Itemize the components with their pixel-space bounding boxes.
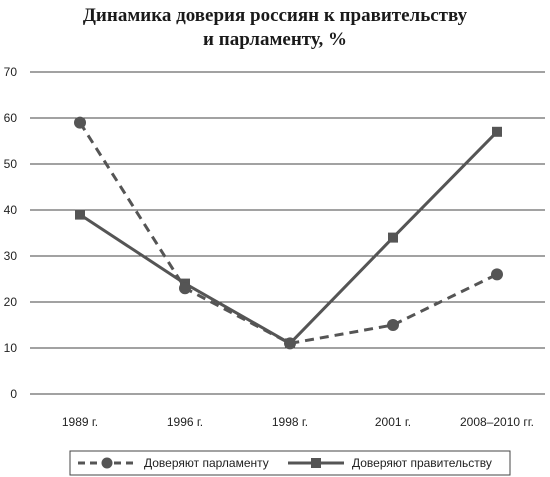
data-point-parliament [284,337,296,350]
series-line-parliament [78,121,498,345]
data-point-government [492,126,502,137]
legend-label-parliament: Доверяют парламенту [144,456,269,470]
data-point-parliament [491,268,503,281]
series-group [74,116,503,350]
y-tick-label: 60 [4,111,18,125]
legend-marker-government [311,458,321,468]
data-point-parliament [74,116,86,129]
x-axis-tick-labels: 1989 г. 1996 г. 1998 г. 2001 г. 2008–2010 гг… [62,415,534,429]
x-tick-label: 1996 г. [167,415,203,429]
legend-marker-parliament [101,457,113,469]
data-point-parliament [387,319,399,331]
y-tick-label: 20 [4,295,18,309]
data-point-government [75,209,85,220]
x-tick-label: 1989 г. [62,415,98,429]
chart-title: Динамика доверия россиян к правительству… [0,4,550,52]
legend-label-government: Доверяют правительству [352,456,492,470]
y-tick-label: 30 [4,249,18,263]
chart-title-line-2: и парламенту, % [203,29,347,50]
y-tick-label: 0 [10,387,17,401]
legend-box [69,450,511,476]
data-point-government [388,232,398,243]
y-axis-tick-labels: 0 10 20 30 40 50 60 70 [4,65,18,401]
grid-lines [30,71,545,395]
data-point-parliament [179,282,191,295]
x-tick-label: 2008–2010 гг. [460,415,534,429]
x-tick-label: 2001 г. [375,415,411,429]
chart-title-line-1: Динамика доверия россиян к правительству [82,5,468,26]
y-tick-label: 10 [4,341,18,355]
legend: Доверяют парламенту Доверяют правительств… [69,450,511,476]
y-tick-label: 70 [4,65,18,79]
y-tick-label: 50 [4,157,18,171]
x-tick-label: 1998 г. [272,415,308,429]
y-tick-label: 40 [4,203,18,217]
